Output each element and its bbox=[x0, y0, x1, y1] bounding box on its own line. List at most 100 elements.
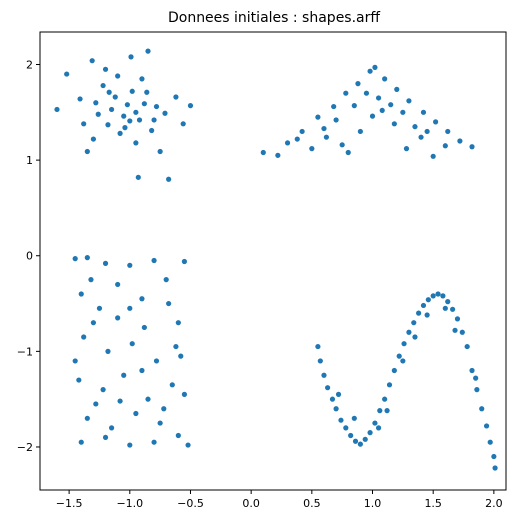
data-point bbox=[386, 382, 393, 388]
data-point bbox=[129, 88, 135, 94]
data-point bbox=[430, 153, 436, 159]
data-point bbox=[331, 103, 337, 110]
data-point bbox=[117, 398, 123, 404]
data-point bbox=[294, 136, 300, 142]
data-point bbox=[84, 148, 90, 155]
data-point bbox=[84, 255, 90, 261]
data-point bbox=[109, 106, 115, 113]
data-point bbox=[333, 406, 339, 412]
data-point bbox=[151, 117, 157, 123]
data-point bbox=[153, 358, 160, 364]
data-point bbox=[315, 114, 321, 120]
data-point bbox=[473, 375, 479, 381]
data-point bbox=[88, 277, 94, 283]
data-point bbox=[442, 305, 448, 311]
data-point bbox=[425, 297, 431, 303]
data-point bbox=[157, 148, 163, 155]
data-point bbox=[139, 367, 145, 374]
data-point bbox=[93, 100, 99, 106]
data-point bbox=[84, 415, 90, 421]
data-point bbox=[416, 310, 422, 316]
data-point bbox=[161, 406, 167, 412]
x-axis: −1.5 −1.0 −0.5 0.0 0.5 1.0 1.5 2.0 bbox=[56, 490, 503, 510]
data-point bbox=[115, 281, 121, 288]
x-tick-label: 0.0 bbox=[242, 497, 260, 510]
data-point bbox=[391, 367, 397, 374]
data-point bbox=[401, 341, 407, 347]
data-point bbox=[315, 343, 321, 350]
data-point bbox=[362, 436, 368, 442]
data-point bbox=[124, 102, 130, 108]
data-point bbox=[375, 425, 382, 431]
data-point bbox=[492, 465, 498, 471]
data-point bbox=[144, 89, 150, 95]
data-point bbox=[93, 401, 99, 407]
data-point bbox=[424, 128, 430, 135]
data-point bbox=[351, 415, 357, 421]
data-point bbox=[363, 90, 370, 96]
y-tick-label: −2 bbox=[17, 441, 33, 454]
data-point bbox=[454, 316, 461, 322]
data-point bbox=[102, 260, 109, 266]
data-point bbox=[388, 102, 394, 108]
x-tick-label: −1.5 bbox=[56, 497, 83, 510]
data-point bbox=[112, 94, 118, 100]
data-point bbox=[329, 396, 336, 402]
data-point bbox=[469, 367, 475, 374]
data-point bbox=[64, 71, 70, 77]
data-point bbox=[367, 68, 373, 74]
data-point bbox=[260, 149, 266, 156]
data-point bbox=[343, 425, 349, 431]
x-tick-label: 1.0 bbox=[364, 497, 382, 510]
data-point bbox=[54, 106, 60, 113]
data-point bbox=[351, 103, 357, 109]
data-point bbox=[335, 391, 342, 397]
data-point bbox=[479, 406, 485, 412]
data-point bbox=[284, 140, 291, 146]
data-point bbox=[127, 442, 133, 448]
y-tick-label: −1 bbox=[17, 345, 33, 358]
data-point bbox=[394, 86, 400, 92]
data-point bbox=[173, 94, 179, 100]
data-point bbox=[440, 293, 446, 299]
data-point bbox=[433, 119, 439, 125]
chart-title: Donnees initiales : shapes.arff bbox=[168, 10, 380, 26]
data-point bbox=[483, 423, 490, 429]
data-point bbox=[375, 95, 382, 101]
data-point bbox=[430, 293, 436, 299]
data-point bbox=[109, 425, 115, 431]
data-point bbox=[459, 329, 465, 335]
data-point bbox=[90, 320, 96, 326]
data-point bbox=[352, 438, 359, 444]
data-point bbox=[450, 306, 456, 312]
data-point bbox=[122, 125, 128, 131]
data-point bbox=[89, 58, 95, 64]
data-point bbox=[372, 64, 378, 70]
data-point bbox=[139, 296, 145, 302]
data-point bbox=[491, 453, 497, 460]
data-point bbox=[129, 341, 135, 347]
data-point bbox=[348, 432, 354, 439]
y-tick-label: 0 bbox=[26, 250, 33, 263]
data-point bbox=[338, 417, 344, 423]
y-tick-label: 1 bbox=[26, 154, 33, 167]
data-point bbox=[345, 149, 351, 156]
data-point bbox=[339, 142, 345, 148]
x-tick-label: −1.0 bbox=[116, 497, 143, 510]
data-point bbox=[115, 315, 121, 321]
data-point bbox=[396, 353, 402, 359]
x-tick-label: 1.5 bbox=[424, 497, 442, 510]
data-point bbox=[325, 385, 331, 391]
data-point bbox=[343, 90, 349, 96]
data-point bbox=[321, 125, 327, 132]
data-point bbox=[418, 134, 424, 140]
data-point bbox=[145, 48, 151, 54]
data-point bbox=[128, 54, 134, 60]
data-point bbox=[151, 257, 157, 264]
data-point bbox=[355, 81, 361, 87]
data-point bbox=[115, 73, 121, 79]
data-point bbox=[102, 66, 109, 72]
data-point bbox=[149, 127, 155, 134]
